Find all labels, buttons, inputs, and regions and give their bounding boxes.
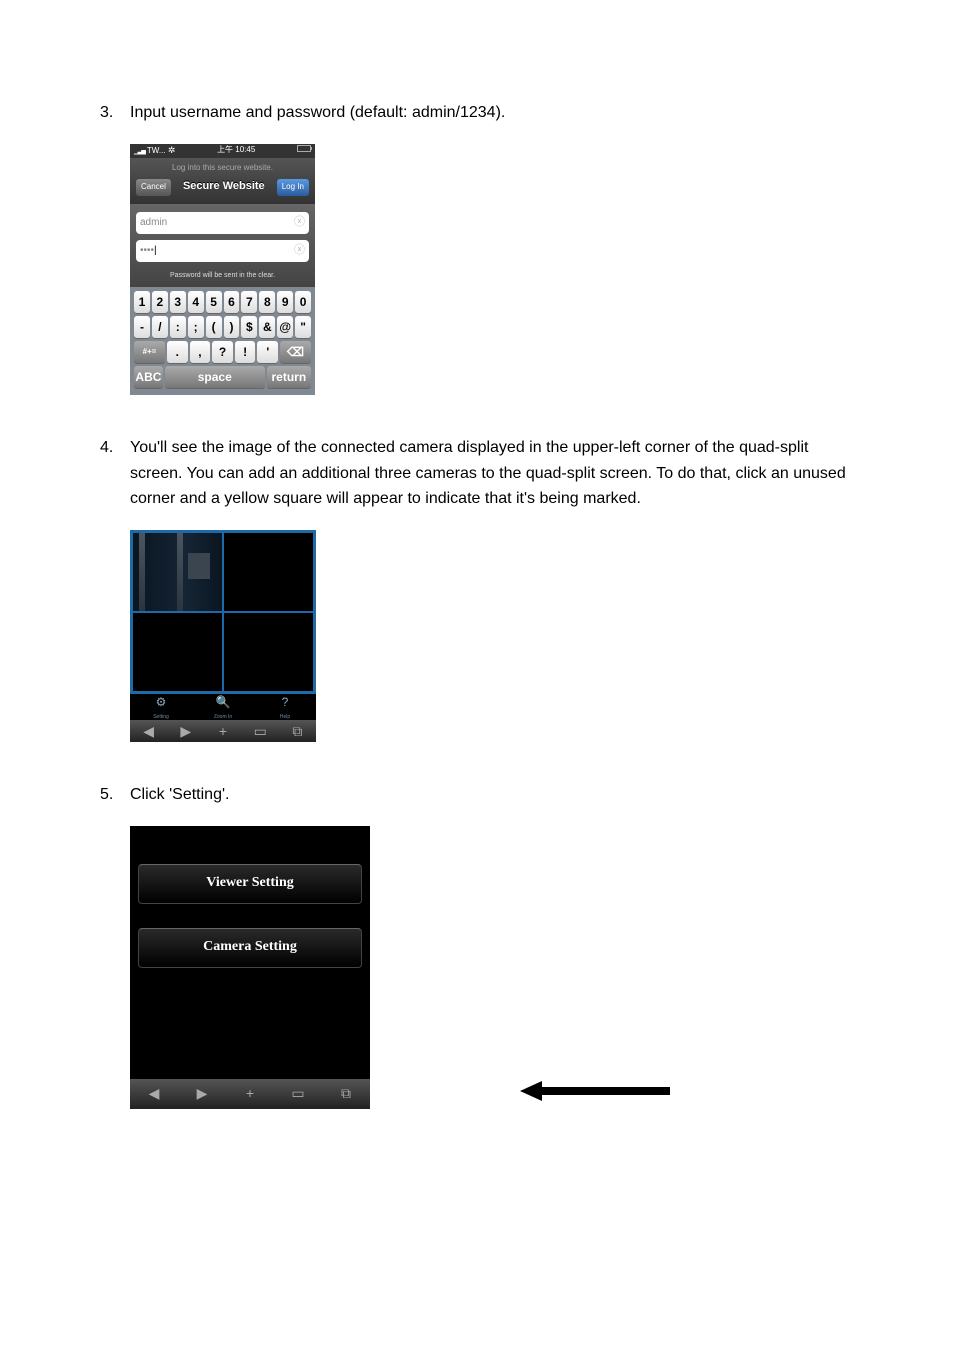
camera-slot-2[interactable] — [223, 532, 314, 612]
key[interactable]: 5 — [206, 291, 222, 313]
add-icon[interactable]: + — [226, 1079, 274, 1109]
camera-slot-3[interactable] — [132, 612, 223, 692]
key[interactable]: ? — [212, 341, 233, 363]
settings-screenshot-row: Viewer Setting Camera Setting ◀▶+▭⧉ — [130, 826, 854, 1109]
bookmarks-icon[interactable]: ▭ — [274, 1079, 322, 1109]
step-3: 3. Input username and password (default:… — [100, 100, 854, 126]
zoom-in-icon: 🔍 — [216, 693, 231, 712]
camera-setting-button[interactable]: Camera Setting — [138, 928, 362, 968]
key-abc[interactable]: ABC — [134, 366, 163, 388]
key[interactable]: 6 — [224, 291, 240, 313]
add-icon[interactable]: + — [204, 720, 241, 742]
key-return[interactable]: return — [267, 366, 311, 388]
key[interactable]: ! — [235, 341, 256, 363]
key[interactable]: 4 — [188, 291, 204, 313]
app-icon[interactable]: ⚙Setting — [130, 694, 192, 720]
key[interactable]: #+= — [134, 341, 165, 363]
camera-slot-4[interactable] — [223, 612, 314, 692]
password-hint: Password will be sent in the clear. — [136, 268, 309, 283]
tabs-icon[interactable]: ⧉ — [279, 720, 316, 742]
tabs-icon[interactable]: ⧉ — [322, 1079, 370, 1109]
key[interactable]: , — [190, 341, 211, 363]
key[interactable]: ; — [188, 316, 204, 338]
back-icon[interactable]: ◀ — [130, 720, 167, 742]
key[interactable]: 7 — [241, 291, 257, 313]
key[interactable]: 0 — [295, 291, 311, 313]
step-number: 3. — [100, 100, 130, 126]
bookmarks-icon[interactable]: ▭ — [242, 720, 279, 742]
login-title: Secure Website — [183, 178, 265, 196]
battery-icon — [297, 144, 311, 157]
password-input[interactable]: ••••| ⓧ — [136, 240, 309, 262]
carrier-label: ▁▃▅ TW... ✲ — [134, 143, 175, 158]
key[interactable]: ⌫ — [280, 341, 311, 363]
key[interactable]: ( — [206, 316, 222, 338]
login-button[interactable]: Log In — [277, 179, 309, 196]
keyboard: 1234567890 -/:;()$&@" #+=.,?!'⌫ ABC spac… — [130, 287, 315, 395]
key[interactable]: - — [134, 316, 150, 338]
viewer-setting-button[interactable]: Viewer Setting — [138, 864, 362, 904]
help-icon: ? — [282, 693, 289, 712]
key[interactable]: ' — [257, 341, 278, 363]
key[interactable]: " — [295, 316, 311, 338]
login-screenshot: ▁▃▅ TW... ✲ 上午 10:45 Log into this secur… — [130, 144, 854, 396]
key[interactable]: 8 — [259, 291, 275, 313]
step-body: Input username and password (default: ad… — [130, 100, 854, 126]
camera-slot-1[interactable] — [132, 532, 223, 612]
key[interactable]: ) — [224, 316, 240, 338]
app-icon[interactable]: 🔍Zoom In — [192, 694, 254, 720]
step-4: 4. You'll see the image of the connected… — [100, 435, 854, 512]
key[interactable]: 3 — [170, 291, 186, 313]
login-subtitle: Log into this secure website. — [130, 160, 315, 177]
step-body: You'll see the image of the connected ca… — [130, 435, 854, 512]
step-body: Click 'Setting'. — [130, 782, 854, 808]
settings-screenshot: Viewer Setting Camera Setting ◀▶+▭⧉ — [130, 826, 370, 1109]
key[interactable]: 2 — [152, 291, 168, 313]
key[interactable]: 9 — [277, 291, 293, 313]
status-bar: ▁▃▅ TW... ✲ 上午 10:45 — [130, 144, 315, 158]
forward-icon[interactable]: ▶ — [178, 1079, 226, 1109]
back-icon[interactable]: ◀ — [130, 1079, 178, 1109]
forward-icon[interactable]: ▶ — [167, 720, 204, 742]
clear-icon[interactable]: ⓧ — [294, 242, 305, 260]
key[interactable]: @ — [277, 316, 293, 338]
password-value: ••••| — [140, 243, 157, 259]
key-space[interactable]: space — [165, 366, 265, 388]
setting-icon: ⚙ — [156, 693, 167, 712]
key[interactable]: . — [167, 341, 188, 363]
camera-feed — [133, 533, 222, 611]
app-icon[interactable]: ?Help — [254, 694, 316, 720]
time-label: 上午 10:45 — [217, 144, 255, 157]
step-5: 5. Click 'Setting'. — [100, 782, 854, 808]
username-value: admin — [140, 215, 167, 231]
step-number: 4. — [100, 435, 130, 512]
quad-screenshot: ⚙Setting🔍Zoom In?Help ◀▶+▭⧉ — [130, 530, 854, 742]
key[interactable]: & — [259, 316, 275, 338]
key[interactable]: / — [152, 316, 168, 338]
pointer-arrow — [520, 1081, 670, 1101]
username-input[interactable]: admin ⓧ — [136, 212, 309, 234]
key[interactable]: 1 — [134, 291, 150, 313]
key[interactable]: : — [170, 316, 186, 338]
step-number: 5. — [100, 782, 130, 808]
clear-icon[interactable]: ⓧ — [294, 214, 305, 232]
key[interactable]: $ — [241, 316, 257, 338]
cancel-button[interactable]: Cancel — [136, 179, 171, 196]
